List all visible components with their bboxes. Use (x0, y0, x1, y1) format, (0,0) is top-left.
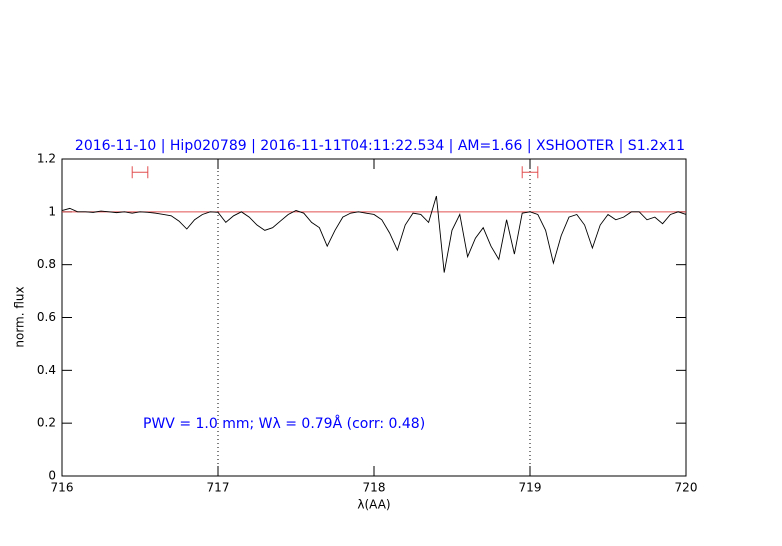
y-tick-label: 0.2 (37, 416, 56, 430)
y-tick-label: 0.4 (37, 363, 56, 377)
y-tick-label: 0 (48, 469, 56, 483)
x-tick-label: 717 (207, 481, 230, 495)
x-axis-label: λ(AA) (357, 498, 390, 512)
x-tick-label: 719 (519, 481, 542, 495)
x-tick-label: 718 (363, 481, 386, 495)
range-marker (521, 166, 539, 179)
x-tick-label: 720 (675, 481, 698, 495)
annotation: PWV = 1.0 mm; Wλ = 0.79Å (corr: 0.48) (143, 415, 425, 432)
spectrum-line (61, 195, 687, 273)
x-tick-label: 716 (51, 481, 74, 495)
y-axis-label: norm. flux (13, 286, 27, 347)
chart-title: 2016-11-10 | Hip020789 | 2016-11-11T04:1… (75, 138, 685, 154)
y-tick-label: 0.8 (37, 257, 56, 271)
range-marker (131, 166, 149, 179)
y-tick-label: 1 (48, 204, 56, 218)
y-tick-label: 1.2 (37, 152, 56, 166)
y-tick-label: 0.6 (37, 310, 56, 324)
